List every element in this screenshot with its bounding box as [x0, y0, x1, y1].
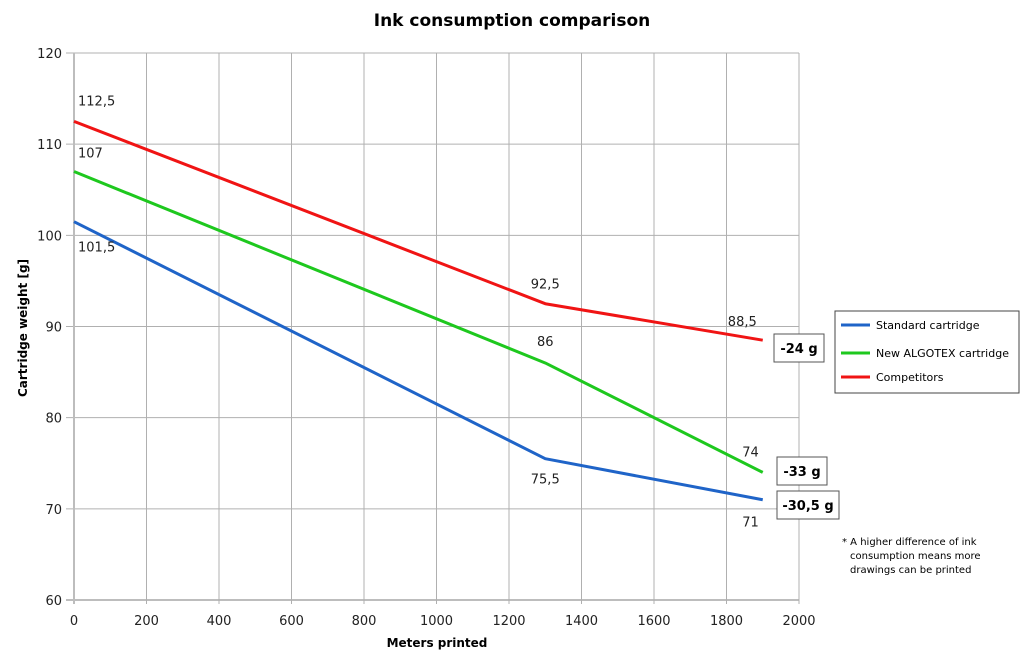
y-axis-ticks: 60 70 80 90 100 110 120 [37, 47, 62, 609]
y-tick-label: 100 [37, 229, 62, 244]
difference-label: -33 g [783, 465, 820, 480]
x-tick-label: 1600 [637, 614, 670, 629]
data-label: 71 [742, 516, 759, 531]
data-label: 86 [537, 335, 554, 350]
y-axis-label: Cartridge weight [g] [16, 259, 30, 397]
x-axis-ticks: 0 200 400 600 800 1000 1200 1400 1600 1800 2000 [70, 614, 816, 629]
y-tick-label: 120 [37, 47, 62, 62]
difference-label: -24 g [780, 342, 817, 357]
x-tick-label: 1800 [710, 614, 743, 629]
legend-entry: Competitors [876, 371, 944, 384]
x-tick-label: 1400 [565, 614, 598, 629]
x-tick-label: 200 [134, 614, 159, 629]
series-line-1 [73, 170, 764, 474]
y-tick-label: 70 [45, 503, 62, 518]
footnote-line-1: * A higher difference of ink [842, 537, 977, 548]
footnote-line-2: consumption means more [850, 551, 981, 562]
data-label: 88,5 [728, 315, 757, 330]
x-tick-label: 400 [207, 614, 232, 629]
data-label: 101,5 [78, 241, 115, 256]
series-group [73, 119, 764, 502]
data-label: 74 [742, 445, 759, 460]
difference-box [776, 490, 840, 520]
data-labels: 101,5 75,5 71 107 86 74 112,5 92,5 88,5 [78, 94, 759, 530]
data-label: 75,5 [531, 473, 560, 488]
x-tick-label: 2000 [782, 614, 815, 629]
x-tick-label: 0 [70, 614, 78, 629]
x-tick-label: 1200 [492, 614, 525, 629]
legend: Standard cartridge New ALGOTEX cartridge C… [834, 310, 1020, 394]
footnote: * A higher difference of ink consumption… [842, 536, 1022, 578]
difference-box [773, 333, 825, 363]
y-tick-label: 90 [45, 321, 62, 336]
y-tick-label: 80 [45, 412, 62, 427]
x-tick-label: 800 [352, 614, 377, 629]
x-axis-label: Meters printed [387, 636, 488, 650]
y-tick-label: 110 [37, 138, 62, 153]
legend-entry: New ALGOTEX cartridge [876, 347, 1009, 360]
y-tick-label: 60 [45, 594, 62, 609]
series-line-0 [73, 220, 764, 502]
difference-labels: -30,5 g -33 g -24 g [773, 333, 840, 520]
difference-box [776, 456, 828, 486]
x-tick-label: 600 [279, 614, 304, 629]
data-label: 107 [78, 147, 103, 162]
difference-label: -30,5 g [782, 499, 833, 514]
data-label: 112,5 [78, 94, 115, 109]
legend-entry: Standard cartridge [876, 319, 980, 332]
chart-title: Ink consumption comparison [374, 11, 651, 31]
x-tick-label: 1000 [420, 614, 453, 629]
series-line-2 [73, 119, 763, 342]
footnote-line-3: drawings can be printed [850, 565, 972, 576]
data-label: 92,5 [531, 278, 560, 293]
